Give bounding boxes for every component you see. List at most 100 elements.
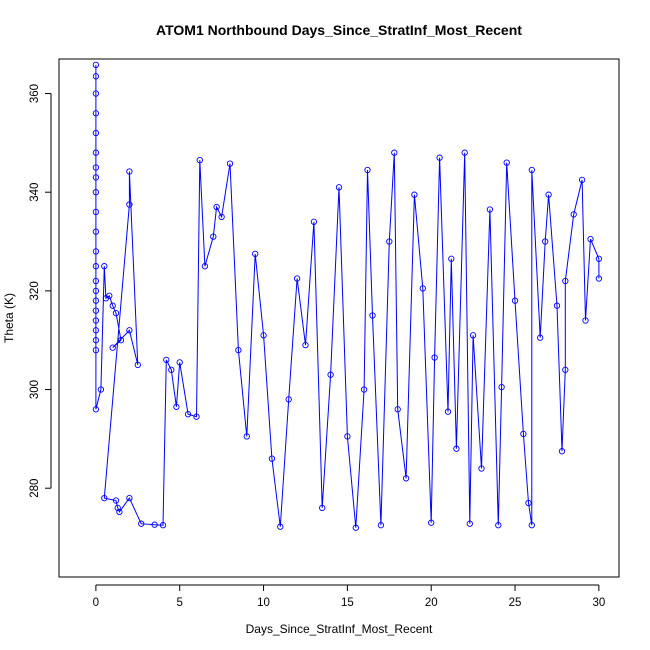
data-point xyxy=(92,297,100,304)
data-point xyxy=(268,455,276,462)
data-point xyxy=(92,208,100,216)
data-point xyxy=(92,263,100,270)
data-point xyxy=(486,206,494,213)
x-tick-label: 15 xyxy=(341,597,354,609)
data-point xyxy=(92,287,100,295)
plot-border xyxy=(58,58,620,578)
data-point xyxy=(394,406,401,413)
data-point xyxy=(218,213,225,221)
data-point xyxy=(92,174,100,181)
y-tick-label: 340 xyxy=(29,183,41,202)
data-point xyxy=(528,166,535,174)
data-point xyxy=(134,361,141,369)
data-point xyxy=(466,520,473,527)
data-point xyxy=(176,359,183,366)
data-point xyxy=(210,233,217,240)
data-point xyxy=(201,263,209,270)
data-point xyxy=(277,523,284,530)
y-axis-label: Theta (K) xyxy=(2,293,16,343)
data-point xyxy=(92,228,100,235)
data-point xyxy=(112,497,120,504)
data-point xyxy=(511,297,519,304)
data-point xyxy=(173,403,180,410)
data-point xyxy=(92,149,100,156)
data-point xyxy=(553,302,561,309)
data-point xyxy=(97,386,105,393)
data-point xyxy=(436,154,443,161)
data-point xyxy=(109,302,116,309)
data-point xyxy=(92,61,100,69)
data-point xyxy=(92,317,100,324)
y-tick-label: 280 xyxy=(29,479,41,498)
data-point xyxy=(92,248,100,255)
data-point xyxy=(213,203,220,211)
y-axis: 280 300 320 340 360 xyxy=(29,84,52,498)
data-point xyxy=(106,292,113,299)
data-point xyxy=(431,354,438,361)
data-point xyxy=(126,327,133,334)
x-tick-label: 0 xyxy=(93,597,99,609)
data-point xyxy=(386,238,393,245)
plot-content xyxy=(92,61,603,531)
data-point xyxy=(163,356,170,364)
data-point xyxy=(126,168,133,175)
data-point xyxy=(503,159,510,166)
data-point xyxy=(92,337,100,344)
data-point xyxy=(578,176,586,184)
data-point xyxy=(520,430,527,438)
data-point xyxy=(92,73,100,80)
data-point xyxy=(109,344,116,351)
data-point xyxy=(252,250,259,258)
series-line xyxy=(95,64,600,528)
data-point xyxy=(92,164,100,171)
data-point xyxy=(595,255,603,262)
x-axis-label: Days_Since_StratInf_Most_Recent xyxy=(246,622,433,636)
data-point xyxy=(402,475,410,482)
x-tick-label: 10 xyxy=(257,597,270,609)
data-point xyxy=(159,522,167,529)
data-point xyxy=(168,366,175,373)
data-point xyxy=(542,238,549,245)
chart-title: ATOM1 Northbound Days_Since_StratInf_Mos… xyxy=(156,22,522,38)
data-point xyxy=(92,129,100,137)
data-point xyxy=(126,494,133,502)
data-point xyxy=(545,191,552,198)
data-point xyxy=(226,160,234,167)
data-point xyxy=(419,285,426,292)
data-point xyxy=(377,522,385,529)
data-point xyxy=(302,341,309,349)
data-point xyxy=(92,90,100,97)
data-point xyxy=(126,201,133,208)
data-point xyxy=(92,307,100,314)
data-point xyxy=(525,499,532,507)
data-point xyxy=(495,522,502,529)
data-point xyxy=(428,519,435,526)
data-point xyxy=(587,235,594,243)
data-point xyxy=(138,520,145,527)
data-point xyxy=(582,317,589,324)
data-point xyxy=(92,189,100,196)
y-tick-label: 320 xyxy=(29,281,41,300)
data-point xyxy=(558,448,566,455)
data-point xyxy=(235,346,242,354)
data-point xyxy=(469,332,477,339)
data-point xyxy=(92,110,100,117)
data-point xyxy=(184,411,192,418)
data-point xyxy=(360,386,368,393)
data-point xyxy=(101,263,108,270)
data-point xyxy=(448,255,455,262)
data-point xyxy=(101,494,108,502)
x-tick-label: 25 xyxy=(509,597,522,609)
data-point xyxy=(92,406,100,413)
data-point xyxy=(319,504,326,512)
y-tick-label: 360 xyxy=(29,84,41,103)
data-point xyxy=(444,408,452,415)
data-point xyxy=(116,508,123,516)
data-point xyxy=(461,149,468,156)
data-point xyxy=(411,191,418,198)
data-point xyxy=(562,366,569,373)
data-point xyxy=(112,309,120,317)
data-point xyxy=(352,524,359,531)
data-point xyxy=(562,277,569,285)
data-point xyxy=(310,218,318,225)
